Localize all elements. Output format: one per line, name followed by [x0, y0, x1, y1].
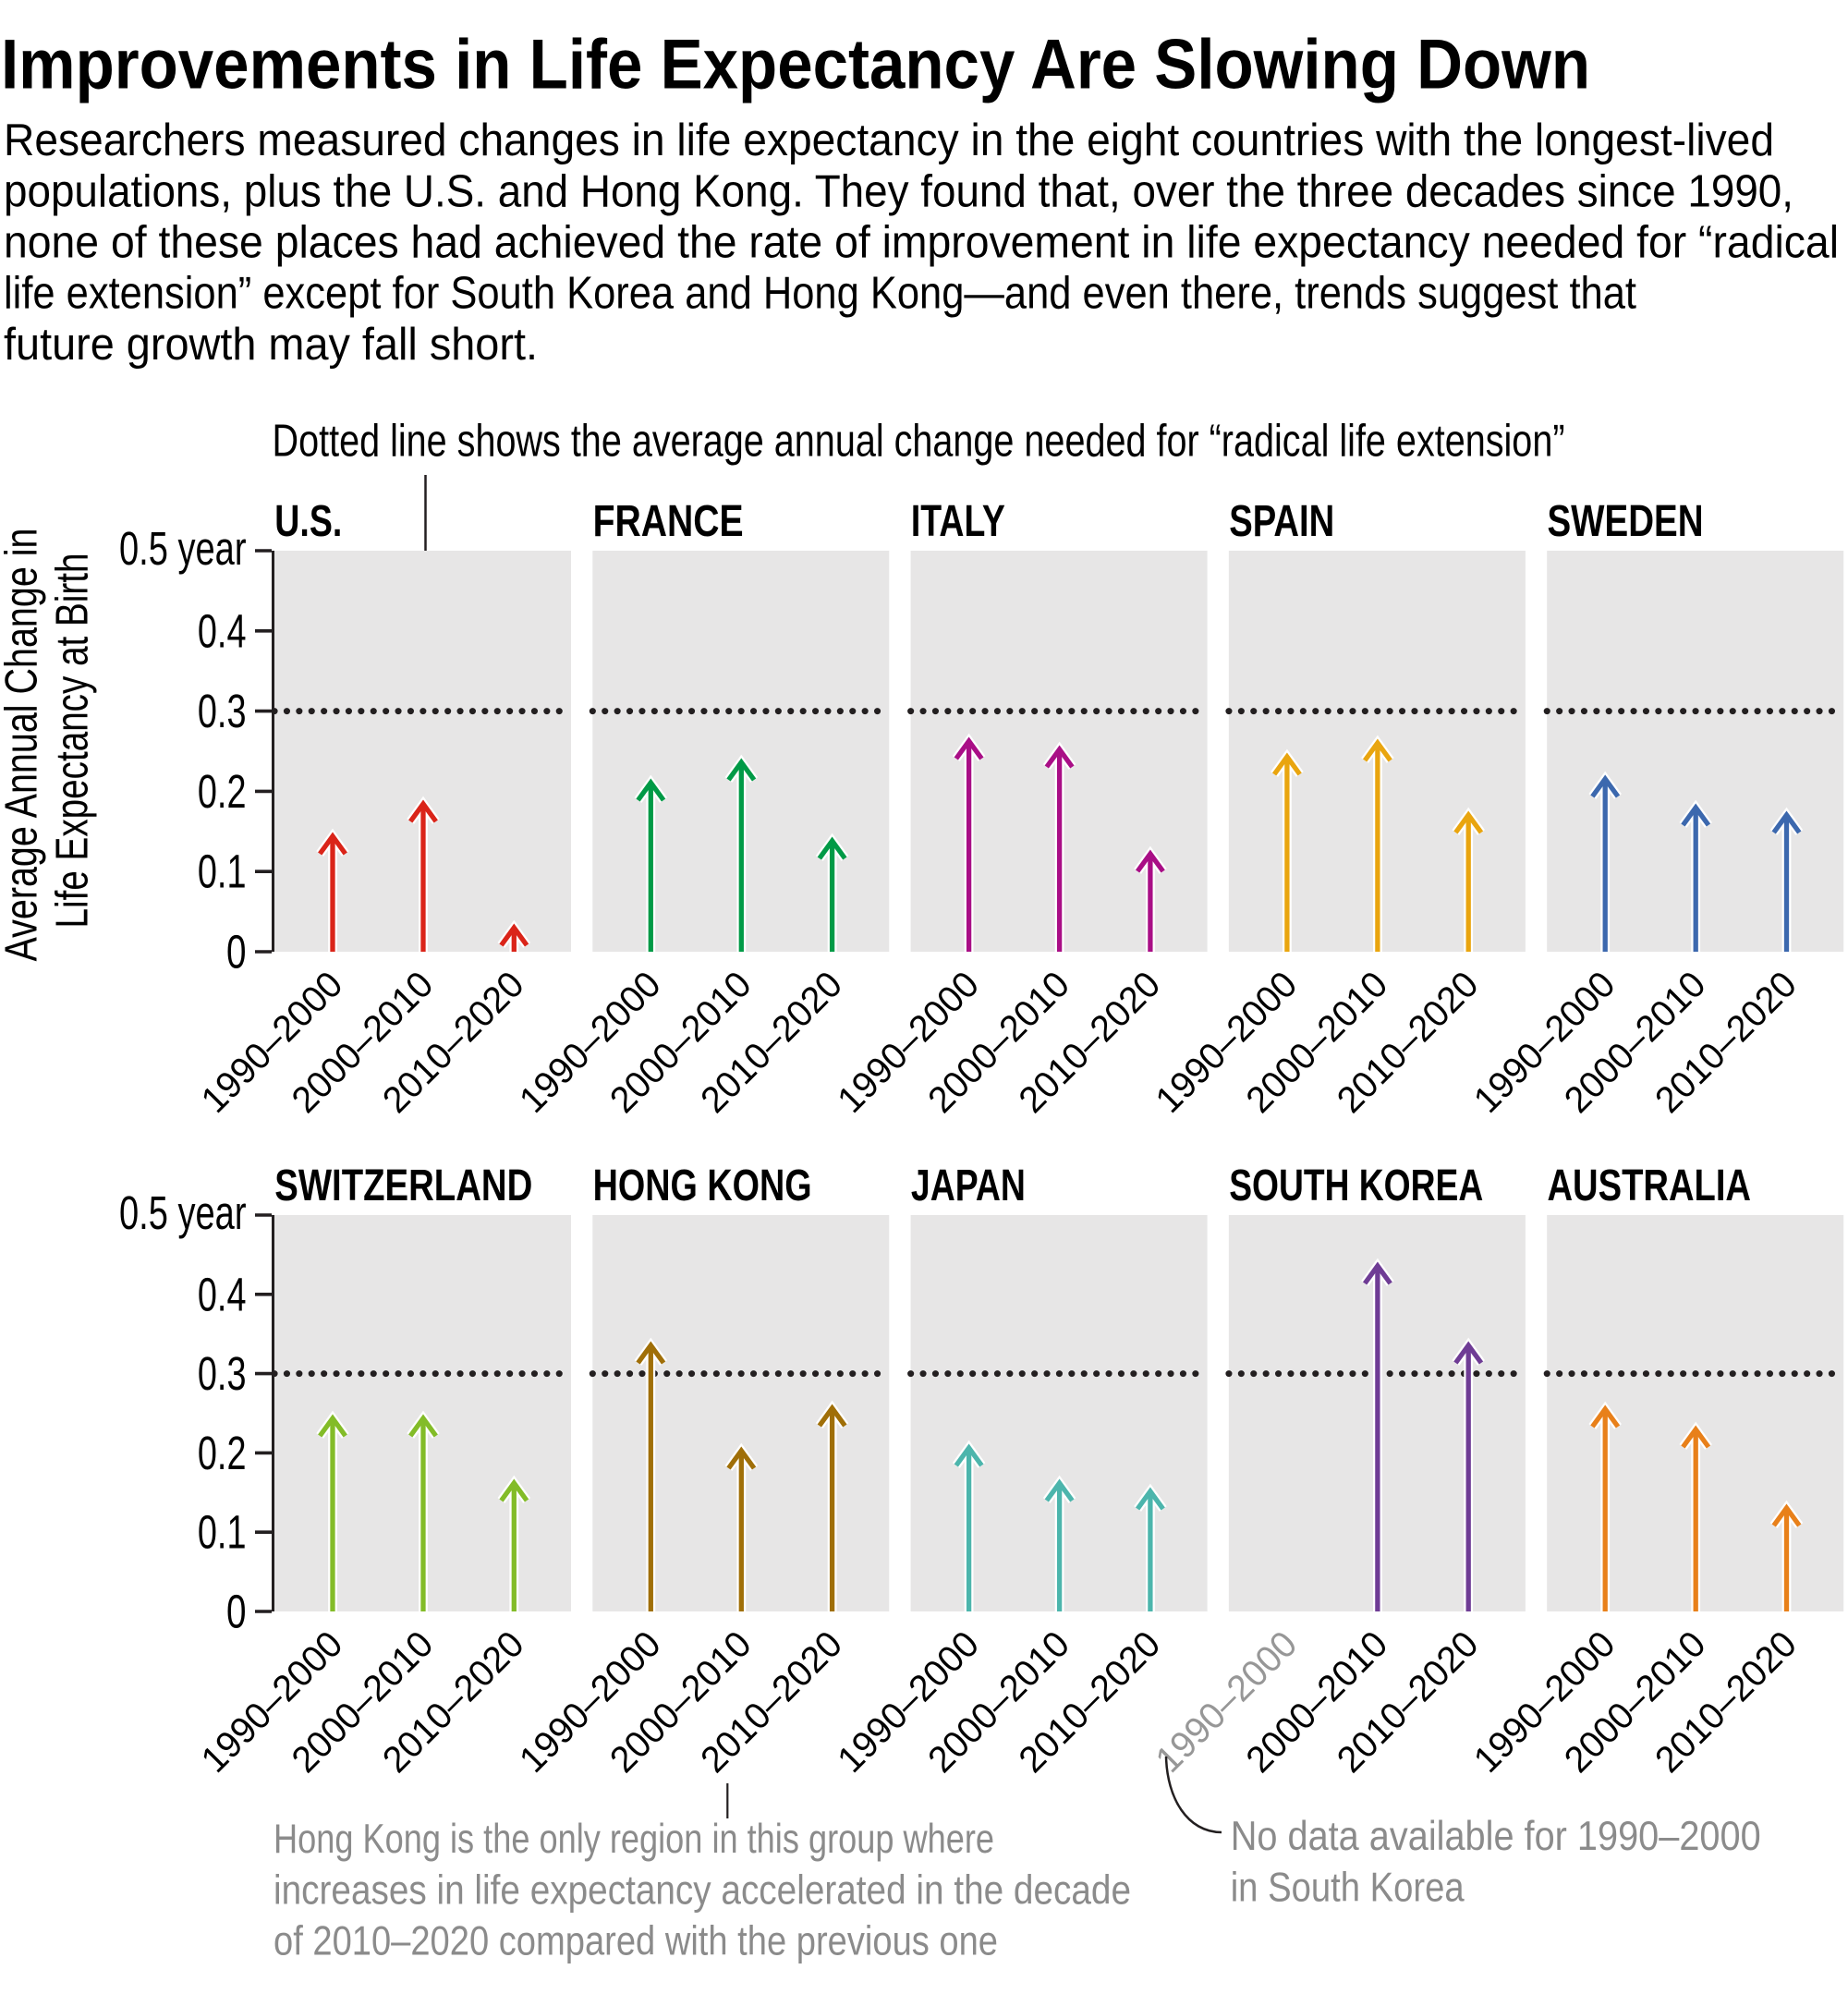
- svg-text:0.2: 0.2: [198, 765, 247, 818]
- svg-text:ITALY: ITALY: [911, 496, 1005, 546]
- svg-text:none of these places had achie: none of these places had achieved the ra…: [4, 217, 1839, 268]
- svg-text:0.3: 0.3: [198, 1347, 247, 1400]
- svg-text:SOUTH KOREA: SOUTH KOREA: [1229, 1161, 1483, 1210]
- svg-text:Improvements in Life Expectanc: Improvements in Life Expectancy Are Slow…: [1, 26, 1590, 104]
- svg-text:Average Annual Change in: Average Annual Change in: [0, 529, 47, 962]
- svg-text:0.1: 0.1: [198, 1506, 247, 1559]
- svg-text:FRANCE: FRANCE: [593, 496, 744, 546]
- svg-text:HONG KONG: HONG KONG: [593, 1161, 812, 1210]
- svg-text:0.5 year: 0.5 year: [119, 1186, 247, 1239]
- svg-text:AUSTRALIA: AUSTRALIA: [1548, 1161, 1752, 1210]
- svg-text:0: 0: [226, 1586, 247, 1638]
- svg-text:0.4: 0.4: [198, 604, 247, 657]
- svg-text:Dotted line shows the average: Dotted line shows the average annual cha…: [273, 416, 1565, 467]
- svg-text:0: 0: [226, 926, 247, 979]
- svg-text:0.1: 0.1: [198, 845, 247, 898]
- svg-text:Hong Kong is the only region i: Hong Kong is the only region in this gro…: [274, 1817, 994, 1862]
- svg-text:Life Expectancy at Birth: Life Expectancy at Birth: [48, 553, 98, 929]
- svg-text:SPAIN: SPAIN: [1229, 496, 1334, 546]
- svg-text:0.5 year: 0.5 year: [119, 522, 247, 575]
- svg-text:0.3: 0.3: [198, 685, 247, 737]
- svg-text:Researchers measured changes i: Researchers measured changes in life exp…: [4, 115, 1774, 165]
- svg-text:U.S.: U.S.: [274, 496, 342, 546]
- svg-text:JAPAN: JAPAN: [911, 1161, 1026, 1210]
- svg-text:increases in life expectancy a: increases in life expectancy accelerated…: [274, 1867, 1131, 1913]
- svg-text:of 2010–2020 compared with the: of 2010–2020 compared with the previous …: [274, 1919, 998, 1964]
- svg-text:in South Korea: in South Korea: [1231, 1865, 1465, 1910]
- svg-text:populations, plus the U.S. and: populations, plus the U.S. and Hong Kong…: [4, 165, 1793, 216]
- svg-text:life extension” except for Sou: life extension” except for South Korea a…: [4, 268, 1636, 319]
- svg-text:SWEDEN: SWEDEN: [1548, 496, 1704, 546]
- svg-text:No data available for 1990–200: No data available for 1990–2000: [1231, 1814, 1761, 1859]
- svg-text:future growth may fall short.: future growth may fall short.: [4, 319, 538, 370]
- svg-text:0.4: 0.4: [198, 1268, 247, 1320]
- svg-text:SWITZERLAND: SWITZERLAND: [274, 1161, 532, 1210]
- svg-text:0.2: 0.2: [198, 1427, 247, 1479]
